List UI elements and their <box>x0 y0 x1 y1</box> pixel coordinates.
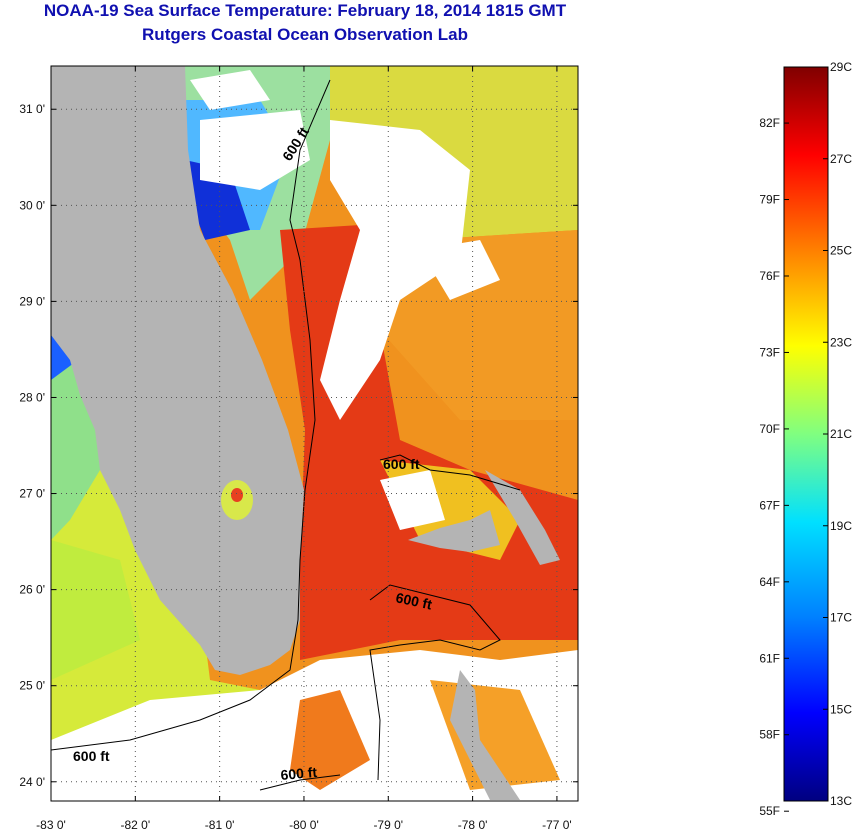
lat-tick-label: 28 0' <box>19 390 45 404</box>
fahrenheit-tick-label: 64F <box>759 575 780 589</box>
fahrenheit-tick-label: 73F <box>759 345 780 359</box>
celsius-tick-label: 13C <box>830 794 852 808</box>
florida-land <box>51 66 304 675</box>
colorbar-ticks: 29C 27C 25C 23C 21C 19C 17C 15C 13C 82F 79F 76F 73F 7… <box>759 60 852 818</box>
lat-tick-label: 29 0' <box>19 294 45 308</box>
abaco-island <box>485 470 560 565</box>
lat-tick-label: 31 0' <box>19 102 45 116</box>
contour-label-great-bahama: 600 ft <box>394 589 433 612</box>
celsius-tick-label: 27C <box>830 152 852 166</box>
lat-tick-label: 30 0' <box>19 198 45 212</box>
lat-tick-label: 27 0' <box>19 487 45 501</box>
celsius-tick-label: 23C <box>830 335 852 349</box>
celsius-tick-label: 25C <box>830 244 852 258</box>
map-subtitle: Rutgers Coastal Ocean Observation Lab <box>142 25 468 44</box>
andros-island <box>450 670 520 800</box>
celsius-tick-label: 19C <box>830 519 852 533</box>
isobath-florida <box>51 79 331 751</box>
lon-tick-label: -77 0' <box>542 818 572 832</box>
lat-tick-label: 25 0' <box>19 679 45 693</box>
fahrenheit-tick-label: 70F <box>759 422 780 436</box>
celsius-tick-label: 15C <box>830 702 852 716</box>
lat-tick-label: 26 0' <box>19 583 45 597</box>
contour-label-south: 600 ft <box>280 764 318 783</box>
fahrenheit-tick-label: 67F <box>759 498 780 512</box>
grand-bahama-island <box>408 510 500 552</box>
map-axes: 31 0' 30 0' 29 0' 28 0' 27 0' 26 0' 25 0' 24 0'… <box>19 66 578 832</box>
fahrenheit-tick-label: 76F <box>759 269 780 283</box>
fahrenheit-tick-label: 82F <box>759 116 780 130</box>
contour-label-keys: 600 ft <box>73 748 110 764</box>
lon-tick-label: -78 0' <box>458 818 488 832</box>
celsius-tick-label: 21C <box>830 427 852 441</box>
fahrenheit-tick-label: 55F <box>759 804 780 818</box>
lon-tick-label: -83 0' <box>36 818 66 832</box>
celsius-tick-label: 29C <box>830 60 852 74</box>
map-field <box>51 66 578 801</box>
contour-label-little-bahama: 600 ft <box>383 456 420 472</box>
colorbar <box>783 66 829 802</box>
cloud-cover <box>320 120 470 420</box>
lon-tick-label: -80 0' <box>289 818 319 832</box>
lon-tick-label: -81 0' <box>205 818 235 832</box>
celsius-tick-label: 17C <box>830 611 852 625</box>
isobath-little-bahama <box>379 454 521 491</box>
isobath-great-bahama <box>369 584 501 781</box>
fahrenheit-tick-label: 79F <box>759 193 780 207</box>
lon-tick-label: -82 0' <box>120 818 150 832</box>
map-frame <box>50 65 579 802</box>
fahrenheit-tick-label: 61F <box>759 651 780 665</box>
lon-tick-label: -79 0' <box>373 818 403 832</box>
fahrenheit-tick-label: 58F <box>759 728 780 742</box>
map-title: NOAA-19 Sea Surface Temperature: Februar… <box>43 1 567 20</box>
lat-tick-label: 24 0' <box>19 775 45 789</box>
